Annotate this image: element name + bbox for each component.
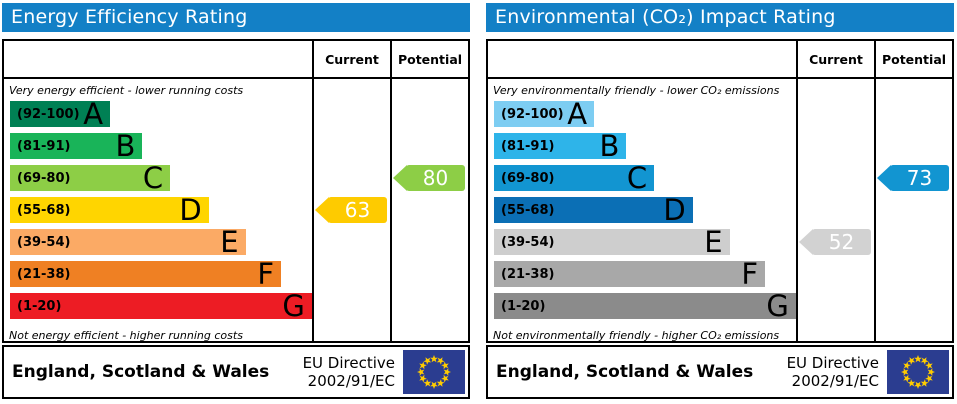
band-range: (39-54) bbox=[17, 234, 71, 250]
band-letter: G bbox=[766, 289, 789, 323]
energy-table-header: Current Potential bbox=[4, 41, 468, 79]
band-f: (21-38) F bbox=[10, 257, 282, 291]
current-rating-value: 63 bbox=[328, 197, 387, 223]
potential-rating-value: 80 bbox=[406, 165, 465, 191]
arrow-point-icon bbox=[877, 165, 891, 191]
current-rating-value: 52 bbox=[812, 229, 871, 255]
potential-column-header: Potential bbox=[874, 41, 952, 77]
co2-rating-table: Current Potential Very environmentally f… bbox=[486, 39, 954, 343]
region-label: England, Scotland & Wales bbox=[12, 362, 270, 382]
epc-charts: Energy Efficiency Rating Current Potenti… bbox=[2, 3, 955, 399]
current-column-header: Current bbox=[312, 41, 390, 77]
band-letter: D bbox=[663, 193, 686, 227]
band-range: (69-80) bbox=[17, 170, 71, 186]
eu-flag-icon bbox=[403, 350, 465, 394]
co2-table-body: Very environmentally friendly - lower CO… bbox=[488, 79, 952, 341]
band-range: (92-100) bbox=[501, 106, 564, 122]
band-letter: F bbox=[257, 257, 275, 291]
band-c: (69-80) C bbox=[10, 161, 171, 195]
eu-directive-label: EU Directive 2002/91/EC bbox=[303, 354, 395, 390]
eu-directive-line1: EU Directive bbox=[786, 354, 879, 372]
band-letter: C bbox=[626, 161, 648, 195]
band-letter: G bbox=[282, 289, 305, 323]
band-range: (1-20) bbox=[501, 298, 546, 314]
potential-rating-value: 73 bbox=[890, 165, 949, 191]
potential-rating-arrow: 80 bbox=[393, 165, 465, 191]
band-b: (81-91) B bbox=[494, 129, 627, 163]
band-range: (39-54) bbox=[501, 234, 555, 250]
co2-bands-area: Very environmentally friendly - lower CO… bbox=[488, 79, 796, 341]
co2-footer: England, Scotland & Wales EU Directive 2… bbox=[486, 345, 954, 399]
eu-directive-label: EU Directive 2002/91/EC bbox=[787, 354, 879, 390]
band-letter: F bbox=[741, 257, 759, 291]
energy-panel-title: Energy Efficiency Rating bbox=[2, 3, 470, 32]
band-e: (39-54) E bbox=[10, 225, 246, 259]
energy-current-cell: 63 bbox=[312, 79, 390, 341]
band-letter: B bbox=[599, 129, 620, 163]
band-a: (92-100) A bbox=[494, 97, 595, 131]
arrow-point-icon bbox=[315, 197, 329, 223]
band-range: (21-38) bbox=[17, 266, 71, 282]
band-range: (55-68) bbox=[501, 202, 555, 218]
band-range: (81-91) bbox=[17, 138, 71, 154]
environmental-impact-panel: Environmental (CO₂) Impact Rating Curren… bbox=[486, 3, 954, 399]
eu-directive-line2: 2002/91/EC bbox=[791, 372, 879, 390]
band-c: (69-80) C bbox=[494, 161, 655, 195]
energy-bands-area: Very energy efficient - lower running co… bbox=[4, 79, 312, 341]
bottom-note: Not environmentally friendly - higher CO… bbox=[493, 329, 780, 341]
current-rating-arrow: 52 bbox=[799, 229, 871, 255]
band-e: (39-54) E bbox=[494, 225, 730, 259]
band-range: (55-68) bbox=[17, 202, 71, 218]
energy-efficiency-panel: Energy Efficiency Rating Current Potenti… bbox=[2, 3, 470, 399]
header-spacer bbox=[4, 41, 312, 77]
potential-column-header: Potential bbox=[390, 41, 468, 77]
current-rating-arrow: 63 bbox=[315, 197, 387, 223]
band-letter: E bbox=[220, 225, 239, 259]
top-note: Very environmentally friendly - lower CO… bbox=[493, 84, 780, 97]
band-range: (21-38) bbox=[501, 266, 555, 282]
band-d: (55-68) D bbox=[494, 193, 693, 227]
eu-directive-line1: EU Directive bbox=[302, 354, 395, 372]
co2-panel-title: Environmental (CO₂) Impact Rating bbox=[486, 3, 954, 32]
potential-rating-arrow: 73 bbox=[877, 165, 949, 191]
band-letter: D bbox=[179, 193, 202, 227]
arrow-point-icon bbox=[393, 165, 407, 191]
co2-potential-cell: 73 bbox=[874, 79, 952, 341]
arrow-point-icon bbox=[799, 229, 813, 255]
band-range: (1-20) bbox=[17, 298, 62, 314]
band-a: (92-100) A bbox=[10, 97, 111, 131]
band-g: (1-20) G bbox=[494, 289, 796, 323]
header-spacer bbox=[488, 41, 796, 77]
band-letter: B bbox=[115, 129, 136, 163]
energy-rating-table: Current Potential Very energy efficient … bbox=[2, 39, 470, 343]
energy-table-body: Very energy efficient - lower running co… bbox=[4, 79, 468, 341]
bottom-note: Not energy efficient - higher running co… bbox=[9, 329, 243, 341]
band-range: (92-100) bbox=[17, 106, 80, 122]
current-column-header: Current bbox=[796, 41, 874, 77]
band-g: (1-20) G bbox=[10, 289, 312, 323]
band-f: (21-38) F bbox=[494, 257, 766, 291]
region-label: England, Scotland & Wales bbox=[496, 362, 754, 382]
band-d: (55-68) D bbox=[10, 193, 209, 227]
top-note: Very energy efficient - lower running co… bbox=[9, 84, 244, 97]
band-range: (69-80) bbox=[501, 170, 555, 186]
band-b: (81-91) B bbox=[10, 129, 143, 163]
band-letter: E bbox=[704, 225, 723, 259]
energy-footer: England, Scotland & Wales EU Directive 2… bbox=[2, 345, 470, 399]
band-range: (81-91) bbox=[501, 138, 555, 154]
band-letter: A bbox=[83, 97, 104, 131]
co2-current-cell: 52 bbox=[796, 79, 874, 341]
eu-flag-icon bbox=[887, 350, 949, 394]
co2-table-header: Current Potential bbox=[488, 41, 952, 79]
band-letter: A bbox=[567, 97, 588, 131]
band-letter: C bbox=[142, 161, 164, 195]
energy-potential-cell: 80 bbox=[390, 79, 468, 341]
eu-directive-line2: 2002/91/EC bbox=[307, 372, 395, 390]
